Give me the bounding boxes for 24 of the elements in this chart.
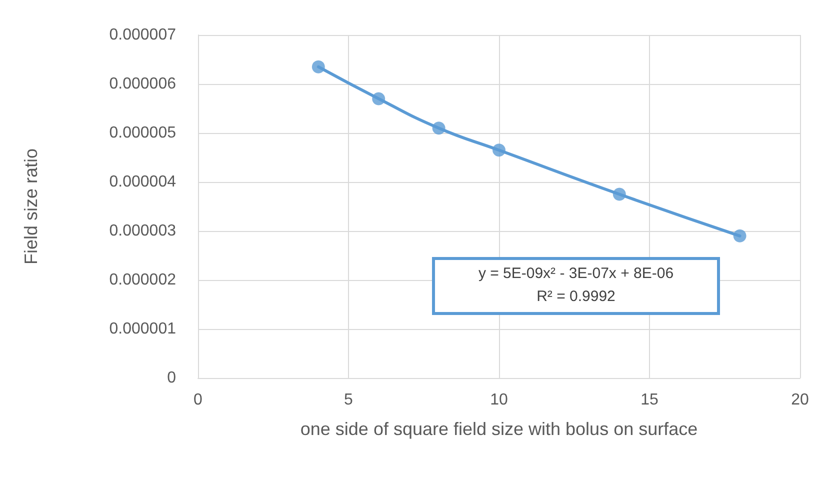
- point: [432, 122, 446, 135]
- annotation: y = 5E-09x² - 3E-07x + 8E-06: [477, 264, 675, 284]
- annotation: R² = 0.9992: [536, 287, 616, 307]
- x-tick-label: 5: [344, 392, 354, 408]
- x-tick-label: 20: [791, 392, 809, 408]
- x-tick-label: 10: [490, 392, 508, 408]
- equation-box: y = 5E-09x² - 3E-07x + 8E-06 R² = 0.9992: [432, 257, 720, 315]
- point: [372, 92, 386, 106]
- y-tick-label: 0.000003: [109, 222, 176, 240]
- point: [733, 229, 746, 242]
- x-tick-label: 0: [194, 392, 203, 408]
- y-tick-label: 0.000001: [109, 320, 176, 338]
- y-tick-label: 0.000002: [109, 272, 176, 288]
- y-tick-label: 0.000005: [109, 124, 176, 142]
- point: [612, 188, 626, 201]
- point: [312, 60, 325, 74]
- point: [492, 144, 506, 157]
- y-tick-label: 0.000007: [109, 26, 176, 44]
- y-tick-label: 0.000006: [109, 76, 176, 92]
- y-tick-label: 0: [167, 370, 176, 386]
- y-axis-title: Field size ratio: [21, 148, 41, 265]
- y-tick-label: 0.000004: [109, 174, 176, 190]
- x-tick-label: 15: [640, 392, 658, 408]
- x-axis-title: one side of square field size with bolus on surface: [300, 419, 698, 439]
